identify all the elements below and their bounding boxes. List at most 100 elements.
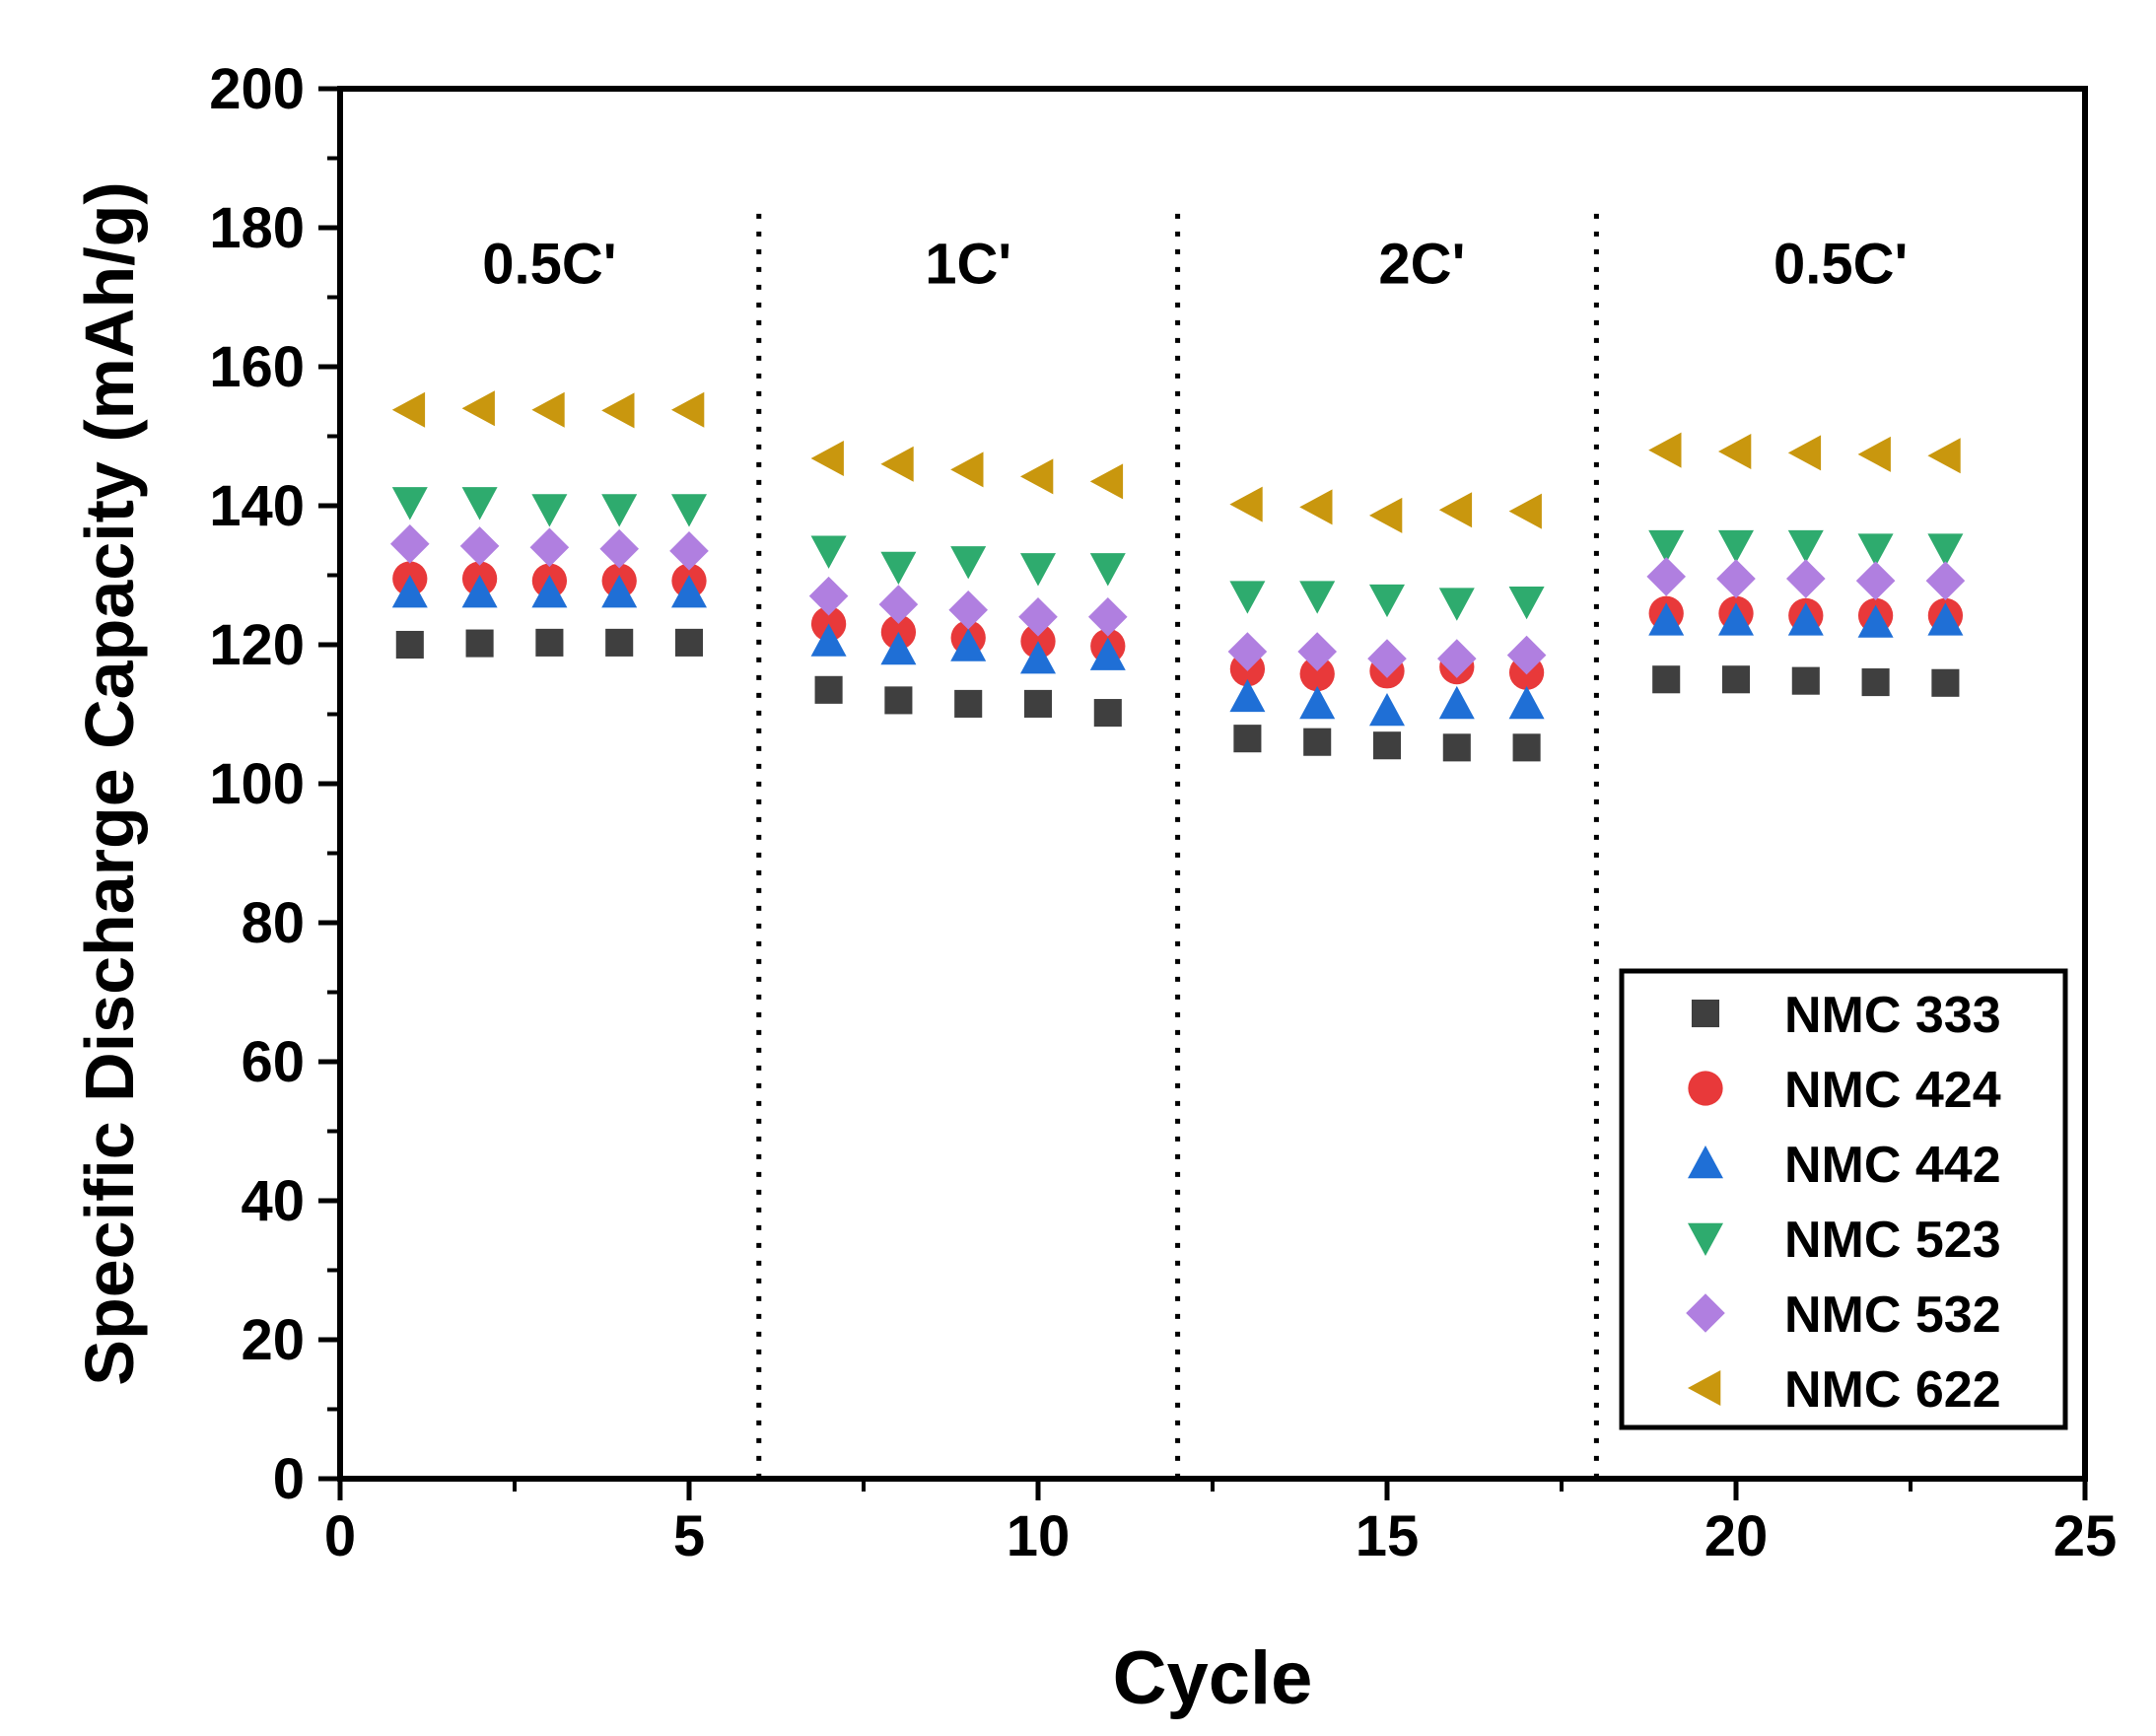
legend-label: NMC 333: [1784, 987, 2001, 1044]
data-point: [1299, 685, 1336, 720]
data-point: [671, 494, 707, 527]
data-point: [880, 631, 917, 665]
data-point: [601, 392, 635, 429]
data-point: [1297, 632, 1337, 671]
data-point: [1442, 733, 1471, 762]
legend-entry: NMC 333: [1691, 987, 2001, 1044]
data-point: [810, 623, 847, 657]
legend-box: [1619, 968, 2068, 1430]
data-point: [390, 523, 430, 564]
data-point: [1229, 486, 1263, 522]
data-point: [814, 675, 843, 704]
data-point: [880, 551, 917, 586]
rate-region-labels: 0.5C' 1C' 2C' 0.5C': [482, 232, 1908, 296]
data-point: [1438, 685, 1475, 720]
data-point: [465, 629, 494, 658]
data-point: [461, 487, 498, 521]
data-point: [1299, 489, 1333, 525]
y-tick-label: 0: [273, 1447, 305, 1511]
data-point: [1508, 493, 1542, 529]
series-nmc-622: [391, 390, 1961, 533]
data-point: [1089, 553, 1126, 587]
y-tick-label: 140: [209, 474, 305, 538]
rate-region-label: 2C': [1378, 232, 1465, 296]
data-point: [531, 391, 565, 428]
data-point: [1787, 435, 1822, 471]
data-point: [948, 590, 988, 630]
data-point: [1718, 434, 1752, 470]
x-tick-label: 10: [1007, 1504, 1071, 1568]
data-point: [601, 575, 638, 608]
data-point: [884, 686, 913, 715]
data-point: [1648, 432, 1682, 468]
data-point: [1437, 639, 1477, 678]
legend-label: NMC 523: [1784, 1212, 2001, 1269]
data-point: [1369, 692, 1405, 727]
axis-tick-labels: 0 5 10 15 20 25 0 20 40 60 80 100 120 140 160 180 200: [209, 57, 2117, 1568]
data-point: [878, 585, 919, 624]
series-nmc-333: [395, 628, 1960, 762]
data-point: [950, 546, 987, 580]
legend-marker: [1688, 1370, 1721, 1406]
y-tick-label: 100: [209, 752, 305, 816]
legend-marker: [1688, 1146, 1723, 1179]
data-point: [1716, 559, 1756, 598]
data-point: [1367, 639, 1407, 678]
legend-entry: NMC 442: [1688, 1137, 2001, 1194]
data-point: [391, 487, 428, 521]
data-point: [1233, 725, 1262, 753]
data-point: [671, 575, 707, 608]
data-point: [1927, 533, 1964, 567]
y-tick-label: 200: [209, 57, 305, 121]
data-point: [1438, 588, 1475, 621]
legend-label: NMC 622: [1784, 1361, 2001, 1419]
data-point: [391, 575, 428, 608]
data-point: [1927, 602, 1964, 636]
data-point: [1652, 665, 1681, 694]
data-point: [1791, 666, 1820, 695]
data-point: [1718, 602, 1754, 636]
data-point: [1506, 635, 1547, 675]
x-tick-label: 15: [1356, 1504, 1420, 1568]
data-point: [1018, 597, 1058, 637]
data-point: [531, 494, 568, 527]
data-point: [1646, 557, 1686, 596]
rate-dividers: [756, 213, 1599, 1479]
data-point: [1299, 581, 1336, 614]
x-tick-label: 0: [324, 1504, 356, 1568]
data-point: [1089, 463, 1124, 500]
data-point: [1861, 668, 1890, 697]
y-axis-title: Specific Discharge Capacity (mAh/g): [71, 181, 148, 1385]
x-tick-label: 5: [673, 1504, 705, 1568]
data-point: [669, 531, 709, 571]
data-point: [1512, 733, 1541, 762]
data-point: [1369, 584, 1405, 618]
series-nmc-442: [391, 575, 1964, 727]
legend-marker: [1688, 1222, 1723, 1256]
data-point: [531, 575, 568, 608]
data-point: [880, 446, 914, 482]
data-point: [1648, 529, 1685, 564]
data-point: [1925, 561, 1966, 600]
data-point: [1786, 559, 1826, 598]
legend-marker: [1691, 999, 1720, 1028]
series-nmc-523: [391, 487, 1964, 621]
data-point: [1927, 438, 1961, 474]
data-point: [529, 527, 570, 568]
legend-label: NMC 424: [1784, 1062, 2001, 1119]
data-point: [1857, 604, 1894, 638]
data-point: [674, 628, 704, 657]
plot-frame: [337, 86, 2088, 1482]
data-point: [1229, 678, 1266, 713]
data-point: [810, 441, 844, 477]
data-point: [1020, 553, 1056, 587]
data-point: [1508, 685, 1545, 720]
data-point: [1787, 529, 1824, 564]
data-points: [390, 390, 1966, 762]
legend-label: NMC 442: [1784, 1137, 2001, 1194]
legend-marker: [1688, 1071, 1723, 1106]
y-tick-label: 120: [209, 613, 305, 677]
data-point: [1438, 492, 1473, 528]
data-point: [1648, 602, 1685, 636]
